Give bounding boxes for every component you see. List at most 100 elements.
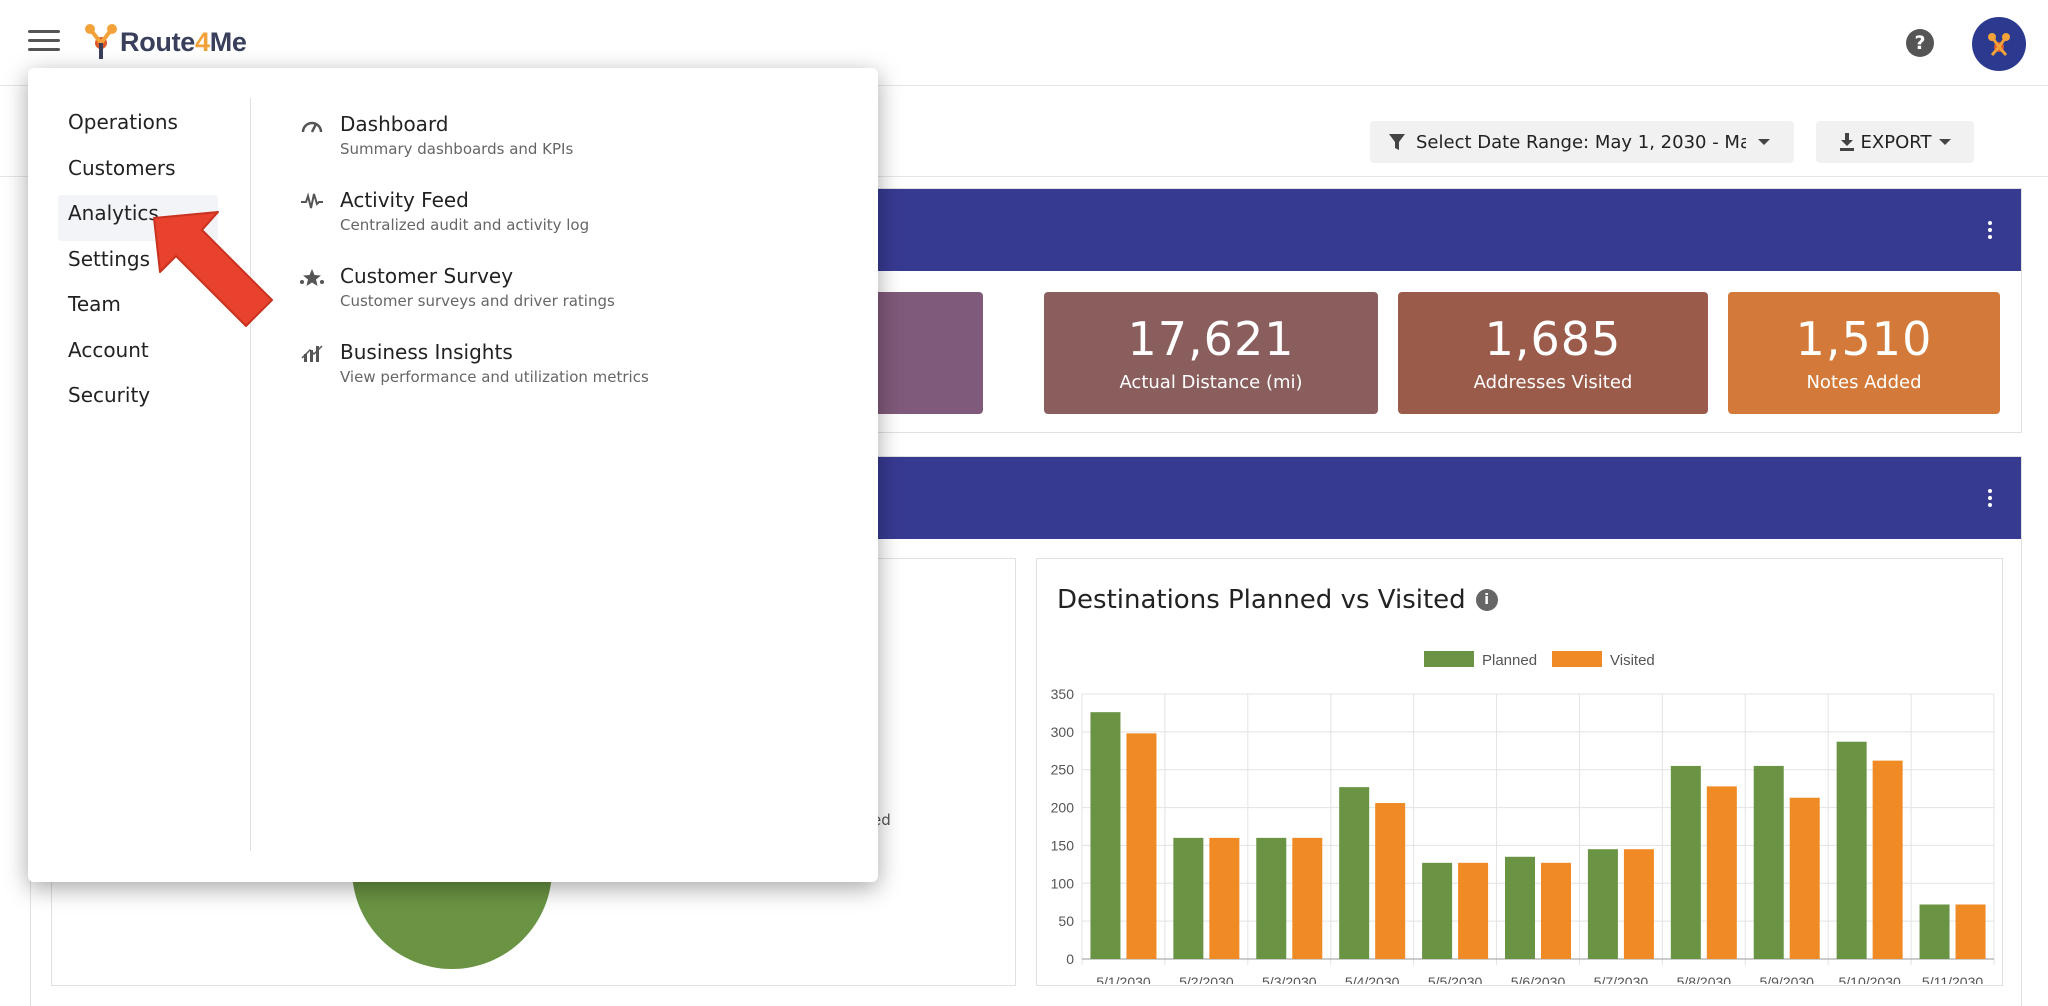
submenu-item-business-insights[interactable]: Business Insights View performance and u… bbox=[300, 340, 649, 416]
bar-visited bbox=[1789, 797, 1820, 959]
help-icon[interactable]: ? bbox=[1906, 29, 1934, 57]
bar-visited bbox=[1209, 837, 1240, 959]
submenu-description: Customer surveys and driver ratings bbox=[340, 292, 615, 310]
kpi-card-notes-added[interactable]: 1,510 Notes Added bbox=[1728, 292, 2000, 414]
kpi-card-addresses-visited[interactable]: 1,685 Addresses Visited bbox=[1398, 292, 1708, 414]
avatar-logo-icon bbox=[1988, 33, 2010, 56]
submenu-title: Customer Survey bbox=[340, 264, 514, 288]
menu-item-customers[interactable]: Customers bbox=[68, 155, 176, 180]
kpi-card-actual-distance[interactable]: 17,621 Actual Distance (mi) bbox=[1044, 292, 1378, 414]
submenu-description: Centralized audit and activity log bbox=[340, 216, 590, 234]
submenu-title: Business Insights bbox=[340, 340, 513, 364]
date-range-select[interactable]: Select Date Range: May 1, 2030 - May 11, bbox=[1370, 121, 1794, 163]
bar-visited bbox=[1126, 733, 1157, 959]
submenu-description: Summary dashboards and KPIs bbox=[340, 140, 574, 158]
bar-planned bbox=[1339, 787, 1370, 959]
legend-label: Planned bbox=[1482, 652, 1537, 669]
menu-categories: Operations Customers Analytics Settings … bbox=[58, 104, 218, 423]
bar-visited bbox=[1872, 760, 1903, 959]
download-icon bbox=[1839, 133, 1854, 151]
kpi-label: Actual Distance (mi) bbox=[1119, 372, 1303, 393]
bar-visited bbox=[1541, 862, 1571, 959]
submenu-description: View performance and utilization metrics bbox=[340, 368, 649, 386]
bar-planned bbox=[1505, 856, 1535, 959]
kpi-label: Addresses Visited bbox=[1473, 372, 1633, 393]
x-tick-label: 5/6/2030 bbox=[1511, 974, 1566, 984]
logo-mark-icon bbox=[85, 24, 117, 59]
bar-visited bbox=[1623, 849, 1654, 959]
logo-text: Route4Me bbox=[120, 26, 247, 57]
x-tick-label: 5/10/2030 bbox=[1838, 974, 1900, 984]
y-tick-label: 350 bbox=[1051, 686, 1075, 702]
kpi-value: 1,685 bbox=[1484, 312, 1622, 366]
bar-planned bbox=[1836, 741, 1867, 959]
navigation-menu: Operations Customers Analytics Settings … bbox=[28, 68, 878, 882]
insights-icon bbox=[301, 345, 323, 362]
pulse-icon bbox=[301, 192, 323, 209]
x-tick-label: 5/4/2030 bbox=[1345, 974, 1400, 984]
submenu-title: Dashboard bbox=[340, 112, 449, 136]
menu-item-security[interactable]: Security bbox=[68, 383, 151, 407]
bar-planned bbox=[1670, 765, 1701, 959]
kpi-value: 1,510 bbox=[1795, 312, 1933, 366]
bar-planned bbox=[1256, 837, 1287, 959]
menu-divider bbox=[250, 98, 251, 851]
bar-planned bbox=[1587, 849, 1618, 959]
gauge-icon bbox=[301, 121, 323, 133]
submenu-item-customer-survey[interactable]: Customer Survey Customer surveys and dri… bbox=[300, 264, 649, 340]
x-tick-label: 5/3/2030 bbox=[1262, 974, 1317, 984]
more-options-icon[interactable] bbox=[1987, 221, 1993, 241]
menu-item-team[interactable]: Team bbox=[68, 292, 121, 316]
bar-planned bbox=[1753, 765, 1784, 959]
menu-item-account[interactable]: Account bbox=[68, 337, 149, 362]
x-tick-label: 5/1/2030 bbox=[1096, 974, 1151, 984]
bar-visited bbox=[1292, 837, 1323, 959]
y-tick-label: 50 bbox=[1058, 913, 1074, 929]
bar-chart: Planned Visited 0 50 100 150 200 250 300 350 5/1/2… bbox=[1051, 651, 1995, 984]
bar-planned bbox=[1173, 837, 1204, 959]
menu-item-operations[interactable]: Operations bbox=[68, 110, 178, 134]
bar-planned bbox=[1090, 712, 1121, 959]
red-arrow-annotation bbox=[153, 211, 273, 327]
kpi-value: 17,621 bbox=[1127, 312, 1295, 366]
analytics-submenu: Dashboard Summary dashboards and KPIs Ac… bbox=[300, 112, 649, 416]
export-button[interactable]: EXPORT bbox=[1816, 121, 1974, 163]
bar-planned bbox=[1422, 862, 1453, 959]
route4me-logo[interactable]: Route4Me bbox=[84, 22, 247, 62]
chevron-down-icon bbox=[1758, 139, 1770, 145]
chevron-down-icon bbox=[1939, 139, 1952, 145]
bar-visited bbox=[1375, 803, 1406, 959]
kpi-label: Notes Added bbox=[1806, 372, 1922, 393]
y-tick-label: 200 bbox=[1051, 800, 1075, 816]
info-icon[interactable]: i bbox=[1475, 589, 1498, 611]
submenu-title: Activity Feed bbox=[340, 188, 469, 212]
more-options-icon[interactable] bbox=[1987, 489, 1993, 509]
bar-visited bbox=[1458, 862, 1489, 959]
y-tick-label: 300 bbox=[1051, 724, 1075, 740]
chart-title-text: Destinations Planned vs Visited bbox=[1057, 585, 1466, 615]
destinations-chart-card: Destinations Planned vs Visited i Planne… bbox=[1036, 558, 2003, 986]
x-tick-label: 5/7/2030 bbox=[1594, 974, 1649, 984]
y-tick-label: 150 bbox=[1051, 837, 1075, 853]
x-tick-label: 5/8/2030 bbox=[1677, 974, 1732, 984]
y-tick-label: 250 bbox=[1051, 762, 1075, 778]
submenu-item-dashboard[interactable]: Dashboard Summary dashboards and KPIs bbox=[300, 112, 649, 188]
date-range-label: Select Date Range: May 1, 2030 - May 11, bbox=[1416, 131, 1746, 153]
x-tick-label: 5/11/2030 bbox=[1922, 974, 1983, 984]
filter-icon bbox=[1389, 134, 1405, 150]
bar-visited bbox=[1706, 786, 1737, 959]
menu-item-settings[interactable]: Settings bbox=[68, 246, 151, 271]
x-tick-label: 5/2/2030 bbox=[1179, 974, 1234, 984]
x-tick-label: 5/5/2030 bbox=[1428, 974, 1483, 984]
bar-planned bbox=[1919, 904, 1950, 959]
avatar[interactable] bbox=[1972, 17, 2026, 71]
y-tick-label: 0 bbox=[1066, 951, 1074, 967]
chart-title: Destinations Planned vs Visited i bbox=[1057, 585, 1498, 615]
hamburger-menu-icon[interactable] bbox=[28, 30, 60, 54]
y-tick-label: 100 bbox=[1051, 875, 1075, 891]
export-label: EXPORT bbox=[1860, 131, 1932, 153]
bar-visited bbox=[1955, 904, 1986, 959]
legend-swatch bbox=[1424, 651, 1474, 667]
submenu-item-activity-feed[interactable]: Activity Feed Centralized audit and acti… bbox=[300, 188, 649, 264]
x-tick-label: 5/9/2030 bbox=[1759, 974, 1814, 984]
